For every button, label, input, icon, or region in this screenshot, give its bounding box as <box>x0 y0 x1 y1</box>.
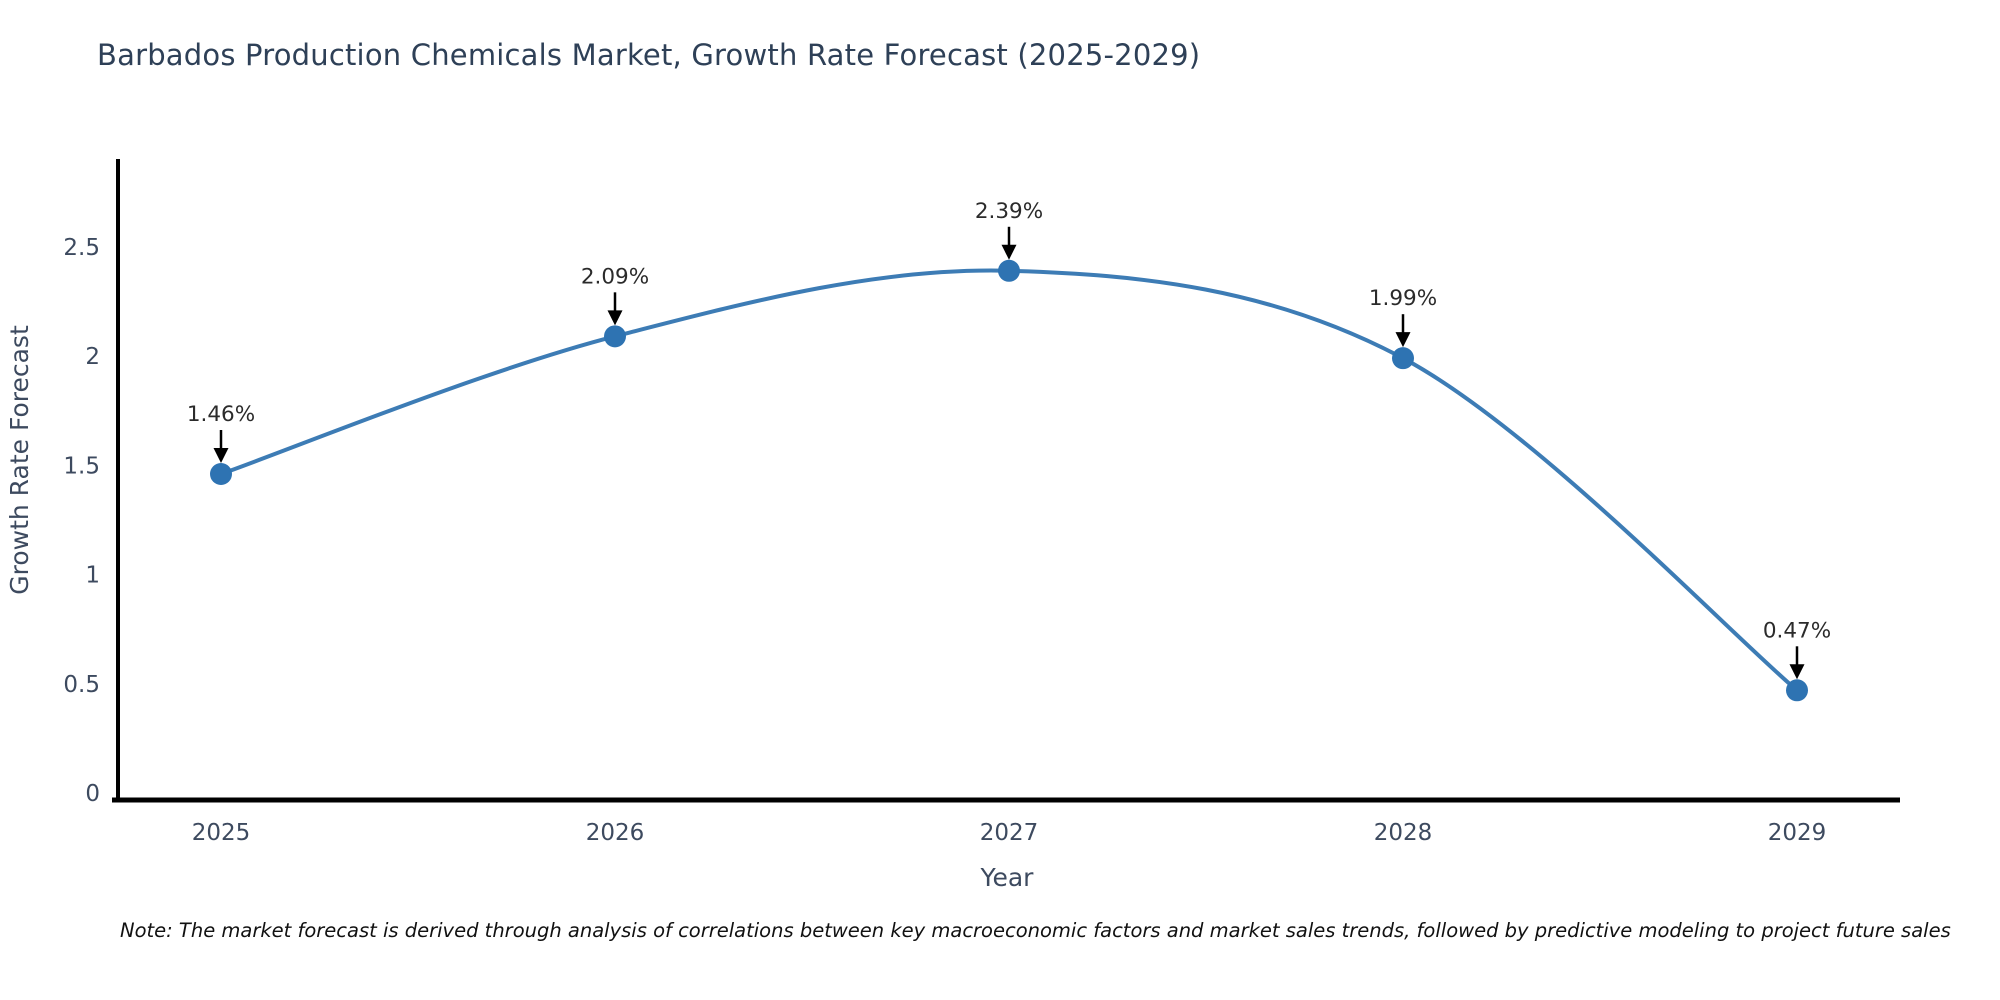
data-point-label: 2.09% <box>581 264 649 289</box>
x-tick-label: 2026 <box>586 820 645 846</box>
data-point-marker <box>998 259 1020 282</box>
data-point-marker <box>1392 347 1414 370</box>
data-point-label: 1.99% <box>1369 286 1437 311</box>
series-layer <box>210 259 1808 702</box>
data-point-marker <box>1786 679 1808 702</box>
chart-title: Barbados Production Chemicals Market, Gr… <box>97 38 1201 72</box>
x-tick-label: 2025 <box>192 820 251 846</box>
x-tick-label: 2029 <box>1768 820 1827 846</box>
y-tick-label: 1 <box>85 563 100 589</box>
annotation-arrowhead <box>1001 244 1017 260</box>
annotation-arrowhead <box>213 447 229 463</box>
x-tick-label: 2027 <box>980 820 1039 846</box>
annotation-arrowhead <box>607 310 623 326</box>
annotations-layer: 1.46% 2.09% 2.39% 1.99% 0.47% <box>187 199 1831 680</box>
series-line <box>219 268 1799 693</box>
data-point-label: 0.47% <box>1763 618 1831 643</box>
data-point-label: 2.39% <box>975 199 1043 224</box>
ticks-layer: 0 0.5 1 1.5 2 2.5 2025 2026 2027 2028 2029 <box>63 235 1826 846</box>
data-point-label: 1.46% <box>187 402 255 427</box>
axes-layer <box>112 159 1900 803</box>
annotation-arrowhead <box>1789 664 1805 680</box>
y-tick-label: 0.5 <box>63 672 100 698</box>
y-axis-label: Growth Rate Forecast <box>5 325 34 595</box>
annotation-arrowhead <box>1395 332 1411 348</box>
y-tick-label: 2.5 <box>63 235 100 261</box>
data-point-marker <box>210 462 232 485</box>
x-tick-label: 2028 <box>1374 820 1433 846</box>
y-tick-label: 1.5 <box>63 453 100 479</box>
y-tick-label: 2 <box>85 344 100 370</box>
footnote: Note: The market forecast is derived thr… <box>120 919 1951 942</box>
x-axis-label: Year <box>980 863 1035 892</box>
y-tick-label: 0 <box>85 781 100 807</box>
data-point-marker <box>604 325 626 348</box>
